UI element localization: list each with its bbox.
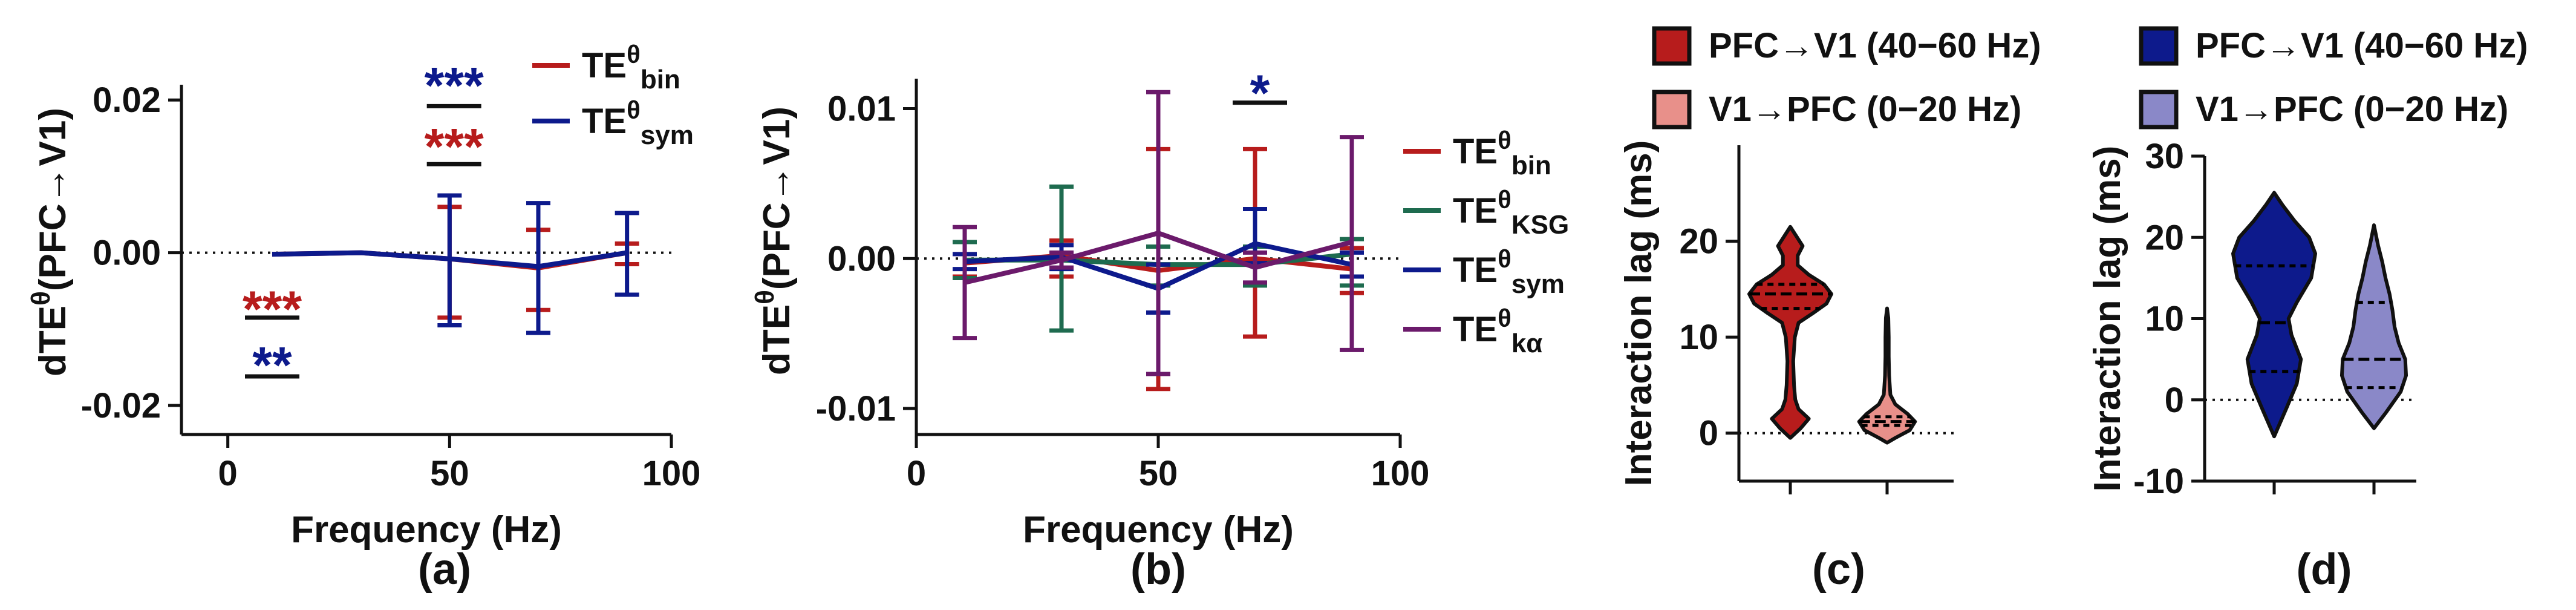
legend-sub: bin xyxy=(1511,151,1551,180)
legend-sup: θ xyxy=(627,40,641,68)
significance-stars: *** xyxy=(425,118,484,175)
legend-sub: kα xyxy=(1511,329,1543,358)
significance-stars: *** xyxy=(425,57,484,114)
legend-sup: θ xyxy=(1498,126,1511,154)
legend-pre: TE xyxy=(1453,132,1498,171)
y-tick-label: 10 xyxy=(2145,300,2184,339)
x-tick-label: 0 xyxy=(907,454,926,493)
x-axis-label: Frequency (Hz) xyxy=(1023,509,1294,551)
violin-0 xyxy=(2231,191,2317,439)
legend-swatch xyxy=(1652,90,1692,130)
panel-label: (c) xyxy=(1812,545,1865,594)
legend-pre: TE xyxy=(582,46,627,85)
y-axis-label: Interaction lag (ms) xyxy=(2087,146,2128,492)
x-tick-label: 100 xyxy=(642,454,701,493)
y-tick-label: -0.02 xyxy=(81,386,161,425)
legend-sup: θ xyxy=(1498,185,1511,214)
x-tick-label: 100 xyxy=(1371,454,1430,493)
y-tick-label: 0.00 xyxy=(93,234,161,273)
x-axis-label: Frequency (Hz) xyxy=(291,509,562,551)
legend-label: V1→PFC (0−20 Hz) xyxy=(1709,90,2021,129)
legend-label-sym: TEθsym xyxy=(582,96,694,150)
legend-pre: TE xyxy=(1453,251,1498,290)
legend-pre: TE xyxy=(582,102,627,141)
x-tick-label: 0 xyxy=(218,454,238,493)
y-axis-label: dTEθ(PFC→V1) xyxy=(26,108,74,376)
series-sym xyxy=(272,193,639,335)
y-axis-label: dTEθ(PFC→V1) xyxy=(750,107,798,375)
legend-sub: sym xyxy=(641,120,694,150)
panel-label: (a) xyxy=(418,545,471,594)
y-tick-label: 0.00 xyxy=(827,239,896,278)
y-label-post: (PFC→V1) xyxy=(32,108,74,291)
y-tick-label: 10 xyxy=(1679,318,1718,357)
panel-label: (b) xyxy=(1130,545,1186,594)
legend-pre: TE xyxy=(1453,310,1498,349)
y-label-sup: θ xyxy=(26,291,56,306)
panel-label: (d) xyxy=(2297,545,2352,594)
violin-1 xyxy=(1857,306,1917,445)
violin-0 xyxy=(1747,225,1833,440)
y-axis-label: Interaction lag (ms) xyxy=(1618,140,1660,487)
legend-sup: θ xyxy=(627,96,641,124)
y-tick-label: 30 xyxy=(2145,137,2184,176)
legend-swatch xyxy=(2139,90,2179,130)
y-label-post: (PFC→V1) xyxy=(756,107,798,290)
series-bin xyxy=(272,205,639,320)
significance-stars: * xyxy=(1250,64,1270,121)
x-tick-label: 50 xyxy=(430,454,469,493)
y-tick-label: 0.01 xyxy=(827,90,896,129)
y-tick-label: 20 xyxy=(1679,222,1718,261)
y-tick-label: -10 xyxy=(2133,462,2184,501)
x-tick-label: 50 xyxy=(1139,454,1178,493)
legend-swatch xyxy=(1652,26,1692,66)
legend-sup: θ xyxy=(1498,244,1511,273)
legend-sub: sym xyxy=(1511,269,1565,299)
legend-label: PFC→V1 (40−60 Hz) xyxy=(2196,26,2528,65)
violin-1 xyxy=(2340,223,2408,430)
panel-c: 0 10 20 Interaction lag (ms) PFC→V1 (40−60 H… xyxy=(1618,26,2041,594)
panel-d: -10 0 10 20 30 Interaction lag (ms) PFC→V1 (40… xyxy=(2087,26,2528,594)
legend-pre: TE xyxy=(1453,191,1498,231)
legend-label-sym: TEθsym xyxy=(1453,244,1565,299)
legend-label: PFC→V1 (40−60 Hz) xyxy=(1709,26,2041,65)
legend-label: V1→PFC (0−20 Hz) xyxy=(2196,90,2508,129)
violin-body xyxy=(2231,191,2317,439)
series-kα xyxy=(953,90,1364,376)
legend-label-bin: TEθbin xyxy=(582,40,680,94)
legend-sub: bin xyxy=(641,65,680,94)
legend-label-bin: TEθbin xyxy=(1453,126,1551,180)
legend-sup: θ xyxy=(1498,304,1511,332)
y-tick-label: 0.02 xyxy=(93,80,161,120)
y-tick-label: 20 xyxy=(2145,218,2184,257)
significance-stars: *** xyxy=(243,281,302,338)
y-tick-label: -0.01 xyxy=(816,389,896,428)
violin-body xyxy=(2340,223,2408,430)
legend-label-KSG: TEθKSG xyxy=(1453,185,1569,240)
legend-sub: KSG xyxy=(1511,210,1569,240)
y-label-sup: θ xyxy=(750,290,780,304)
y-label-pre: dTE xyxy=(32,306,74,376)
y-tick-label: 0 xyxy=(1699,414,1718,453)
y-label-pre: dTE xyxy=(756,304,798,375)
violin-body xyxy=(1747,225,1833,440)
significance-stars: ** xyxy=(252,336,292,393)
y-tick-label: 0 xyxy=(2165,381,2184,420)
legend-swatch xyxy=(2139,26,2179,66)
legend-label-kα: TEθkα xyxy=(1453,304,1542,358)
